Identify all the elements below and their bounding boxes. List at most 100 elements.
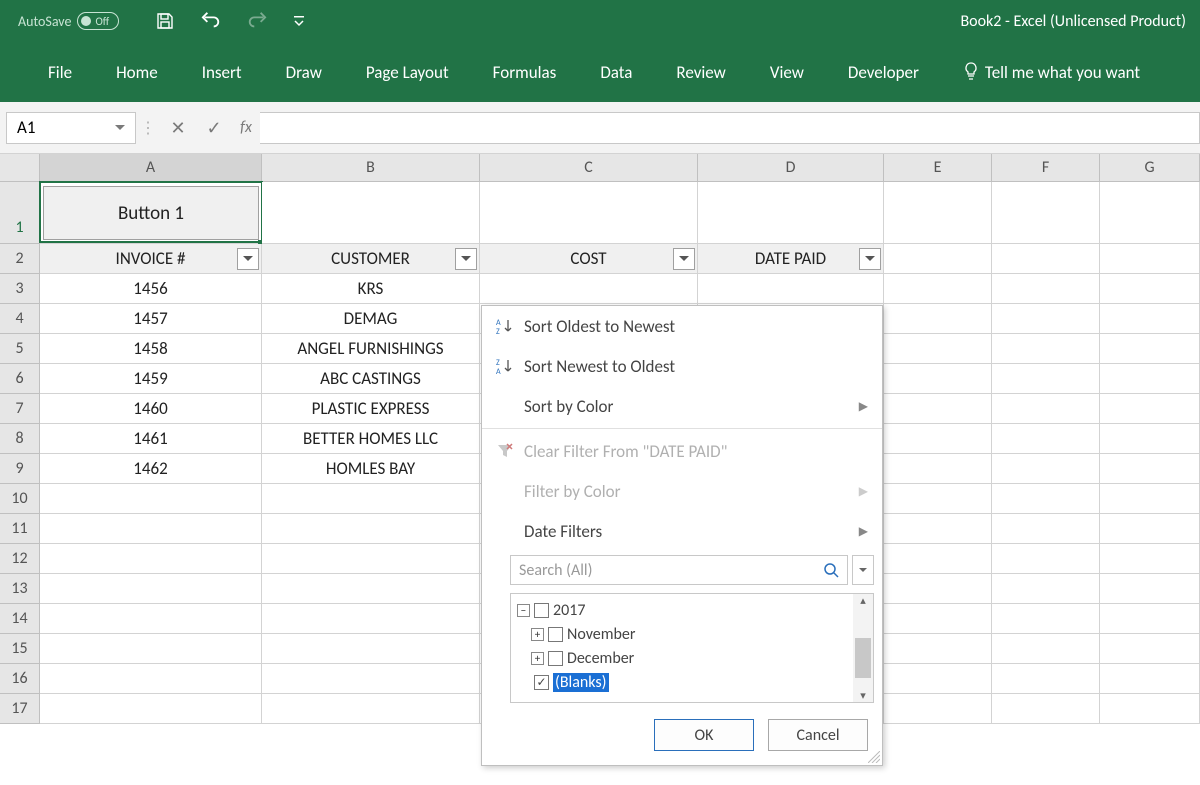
cell-e4[interactable] xyxy=(884,304,992,334)
cell-a14[interactable] xyxy=(40,604,262,634)
cell-f9[interactable] xyxy=(992,454,1100,484)
filter-button-datepaid[interactable] xyxy=(859,248,881,270)
cell-g12[interactable] xyxy=(1100,544,1200,574)
cell-e3[interactable] xyxy=(884,274,992,304)
cell-e13[interactable] xyxy=(884,574,992,604)
formula-input[interactable] xyxy=(260,112,1200,144)
cell-a16[interactable] xyxy=(40,664,262,694)
column-header-f[interactable]: F xyxy=(992,154,1100,182)
cell-f6[interactable] xyxy=(992,364,1100,394)
cell-g1[interactable] xyxy=(1100,182,1200,244)
checkbox-blanks[interactable]: ✓ xyxy=(534,675,549,690)
row-header-17[interactable]: 17 xyxy=(0,694,40,724)
cell-e9[interactable] xyxy=(884,454,992,484)
cell-d1[interactable] xyxy=(698,182,884,244)
namebox-dropdown-icon[interactable] xyxy=(115,125,125,131)
row-header-13[interactable]: 13 xyxy=(0,574,40,604)
cell-f17[interactable] xyxy=(992,694,1100,724)
cell-b5[interactable]: ANGEL FURNISHINGS xyxy=(262,334,480,364)
cell-a8[interactable]: 1461 xyxy=(40,424,262,454)
cell-a17[interactable] xyxy=(40,694,262,724)
cell-e12[interactable] xyxy=(884,544,992,574)
scroll-up-icon[interactable]: ▴ xyxy=(860,594,866,607)
cell-f10[interactable] xyxy=(992,484,1100,514)
search-dropdown[interactable] xyxy=(852,555,874,585)
cell-g11[interactable] xyxy=(1100,514,1200,544)
cell-f7[interactable] xyxy=(992,394,1100,424)
ribbon-tab-pagelayout[interactable]: Page Layout xyxy=(344,42,471,102)
column-header-e[interactable]: E xyxy=(884,154,992,182)
select-all-corner[interactable] xyxy=(0,154,40,182)
cancel-button[interactable]: Cancel xyxy=(768,719,868,751)
row-header-7[interactable]: 7 xyxy=(0,394,40,424)
cell-b2[interactable]: CUSTOMER xyxy=(262,244,480,274)
row-header-11[interactable]: 11 xyxy=(0,514,40,544)
tree-scrollbar[interactable]: ▴ ▾ xyxy=(853,594,873,702)
cell-a2[interactable]: INVOICE # xyxy=(40,244,262,274)
row-header-8[interactable]: 8 xyxy=(0,424,40,454)
cell-f2[interactable] xyxy=(992,244,1100,274)
cell-f14[interactable] xyxy=(992,604,1100,634)
filter-button-cost[interactable] xyxy=(673,248,695,270)
cell-c3[interactable] xyxy=(480,274,698,304)
row-header-12[interactable]: 12 xyxy=(0,544,40,574)
cell-b11[interactable] xyxy=(262,514,480,544)
filter-search-input[interactable]: Search (All) xyxy=(510,555,848,585)
cell-f11[interactable] xyxy=(992,514,1100,544)
tree-month-dec[interactable]: + December xyxy=(531,646,867,670)
checkbox-nov[interactable] xyxy=(548,627,563,642)
collapse-icon[interactable]: − xyxy=(517,604,530,617)
row-header-2[interactable]: 2 xyxy=(0,244,40,274)
row-header-16[interactable]: 16 xyxy=(0,664,40,694)
scroll-down-icon[interactable]: ▾ xyxy=(860,689,866,702)
row-header-10[interactable]: 10 xyxy=(0,484,40,514)
ribbon-tab-data[interactable]: Data xyxy=(578,42,654,102)
ribbon-tab-review[interactable]: Review xyxy=(654,42,747,102)
cell-e6[interactable] xyxy=(884,364,992,394)
ok-button[interactable]: OK xyxy=(654,719,754,751)
save-icon[interactable] xyxy=(155,11,175,31)
form-button-1[interactable]: Button 1 xyxy=(43,186,259,240)
cell-f12[interactable] xyxy=(992,544,1100,574)
autosave-switch[interactable]: Off xyxy=(77,12,119,30)
cell-a3[interactable]: 1456 xyxy=(40,274,262,304)
cell-f15[interactable] xyxy=(992,634,1100,664)
redo-icon[interactable] xyxy=(247,11,267,31)
cell-f16[interactable] xyxy=(992,664,1100,694)
cell-b14[interactable] xyxy=(262,604,480,634)
ribbon-tab-draw[interactable]: Draw xyxy=(264,42,344,102)
undo-icon[interactable] xyxy=(201,11,221,31)
cell-e11[interactable] xyxy=(884,514,992,544)
cell-b4[interactable]: DEMAG xyxy=(262,304,480,334)
cell-b12[interactable] xyxy=(262,544,480,574)
cell-b15[interactable] xyxy=(262,634,480,664)
cell-b16[interactable] xyxy=(262,664,480,694)
filter-button-invoice[interactable] xyxy=(237,248,259,270)
tree-month-nov[interactable]: + November xyxy=(531,622,867,646)
cell-f8[interactable] xyxy=(992,424,1100,454)
cell-a5[interactable]: 1458 xyxy=(40,334,262,364)
cell-a13[interactable] xyxy=(40,574,262,604)
autosave-toggle[interactable]: AutoSave Off xyxy=(18,12,119,30)
row-header-4[interactable]: 4 xyxy=(0,304,40,334)
cell-g14[interactable] xyxy=(1100,604,1200,634)
ribbon-tab-home[interactable]: Home xyxy=(94,42,180,102)
cell-g13[interactable] xyxy=(1100,574,1200,604)
cell-b13[interactable] xyxy=(262,574,480,604)
cell-e7[interactable] xyxy=(884,394,992,424)
cell-g8[interactable] xyxy=(1100,424,1200,454)
cell-g7[interactable] xyxy=(1100,394,1200,424)
tree-blanks-row[interactable]: ✓ (Blanks) xyxy=(517,670,867,694)
insert-function-icon[interactable]: fx xyxy=(232,112,260,144)
sort-by-color[interactable]: Sort by Color ▶ xyxy=(482,386,882,426)
cell-g5[interactable] xyxy=(1100,334,1200,364)
date-filters[interactable]: Date Filters ▶ xyxy=(482,511,882,551)
column-header-d[interactable]: D xyxy=(698,154,884,182)
column-header-b[interactable]: B xyxy=(262,154,480,182)
cell-c1[interactable] xyxy=(480,182,698,244)
customize-qat-icon[interactable] xyxy=(293,11,305,31)
cell-d2[interactable]: DATE PAID xyxy=(698,244,884,274)
cell-d3[interactable] xyxy=(698,274,884,304)
column-header-c[interactable]: C xyxy=(480,154,698,182)
cell-e14[interactable] xyxy=(884,604,992,634)
